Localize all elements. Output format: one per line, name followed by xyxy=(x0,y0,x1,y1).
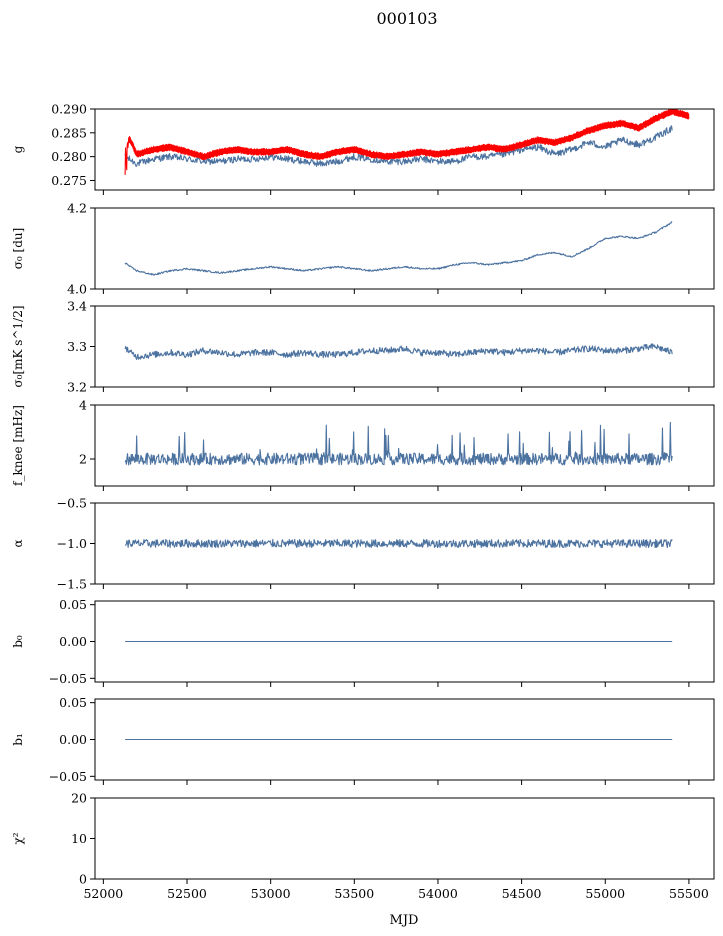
panel-2: 4.0 4.2 σ₀ [du] xyxy=(11,201,715,297)
series-line-1 xyxy=(125,538,673,549)
series-line-2 xyxy=(124,109,690,175)
y-tick-label: −1.5 xyxy=(57,577,87,592)
panels: 0.275 0.280 0.285 0.290 g 4.0 4.2 σ₀ [du] 3.2 3.3… xyxy=(11,102,715,901)
series-line-1 xyxy=(124,421,673,466)
y-tick-label: 2 xyxy=(79,452,87,467)
y-tick-label: 3.2 xyxy=(67,380,87,395)
x-tick-label: 53000 xyxy=(251,886,291,901)
y-tick-label: 0.05 xyxy=(59,695,87,710)
y-tick-label: 4.0 xyxy=(67,282,87,297)
y-tick-label: −0.5 xyxy=(57,496,87,511)
y-tick-label: −0.05 xyxy=(49,671,87,686)
panel-5: −1.5 −1.0 −0.5 α xyxy=(11,496,715,592)
x-tick-label: 54000 xyxy=(418,886,458,901)
y-axis-label: σ₀[mK s^1/2] xyxy=(11,305,25,387)
figure-title: 000103 xyxy=(376,9,437,28)
y-axis-label: g xyxy=(11,145,25,153)
axes-frame xyxy=(94,108,715,191)
x-tick-label: 55500 xyxy=(669,886,709,901)
series-line-1 xyxy=(124,221,673,276)
y-tick-label: 4.2 xyxy=(67,201,87,216)
y-axis-label: f_knee [mHz] xyxy=(11,405,25,486)
series-line-1 xyxy=(124,125,673,167)
panel-6: −0.05 0.00 0.05 b₀ xyxy=(11,597,715,687)
x-axis-label: MJD xyxy=(390,913,419,928)
x-tick-label: 53500 xyxy=(334,886,374,901)
y-tick-label: 3.3 xyxy=(67,339,87,354)
series-line-1 xyxy=(124,343,673,361)
axes-frame xyxy=(94,305,715,388)
x-tick-label: 54500 xyxy=(502,886,542,901)
y-tick-label: 0.285 xyxy=(51,125,87,140)
panel-8: 0 10 20 52000 52500 53000 53500 54000 54500 55000… xyxy=(11,791,715,901)
panel-1: 0.275 0.280 0.285 0.290 g xyxy=(11,102,715,195)
y-tick-label: 0.05 xyxy=(59,597,87,612)
axes-frame xyxy=(94,404,715,487)
y-axis-label: α xyxy=(11,539,25,547)
y-tick-label: 0.00 xyxy=(59,732,87,747)
y-tick-label: 3.4 xyxy=(67,299,87,314)
y-tick-label: 0.280 xyxy=(51,149,87,164)
y-tick-label: 4 xyxy=(79,398,87,413)
y-tick-label: 0.00 xyxy=(59,634,87,649)
x-tick-label: 55000 xyxy=(585,886,625,901)
x-tick-label: 52000 xyxy=(83,886,123,901)
x-tick-label: 52500 xyxy=(167,886,207,901)
axes-frame xyxy=(94,797,715,880)
panel-7: −0.05 0.00 0.05 b₁ xyxy=(11,695,715,785)
y-axis-label: χ² xyxy=(11,832,25,844)
panel-4: 2 4 f_knee [mHz] xyxy=(11,398,715,491)
y-tick-label: 20 xyxy=(71,791,87,806)
y-axis-label: b₀ xyxy=(11,635,25,648)
y-tick-label: 0.275 xyxy=(51,173,87,188)
y-tick-label: 10 xyxy=(71,831,87,846)
axes-frame xyxy=(94,207,715,290)
y-tick-label: −1.0 xyxy=(57,536,87,551)
y-tick-label: 0.290 xyxy=(51,102,87,117)
y-axis-label: b₁ xyxy=(11,733,25,746)
axes-frame xyxy=(94,502,715,585)
panel-3: 3.2 3.3 3.4 σ₀[mK s^1/2] xyxy=(11,299,715,395)
y-tick-label: −0.05 xyxy=(49,769,87,784)
y-axis-label: σ₀ [du] xyxy=(11,228,25,270)
y-tick-label: 0 xyxy=(79,872,87,887)
